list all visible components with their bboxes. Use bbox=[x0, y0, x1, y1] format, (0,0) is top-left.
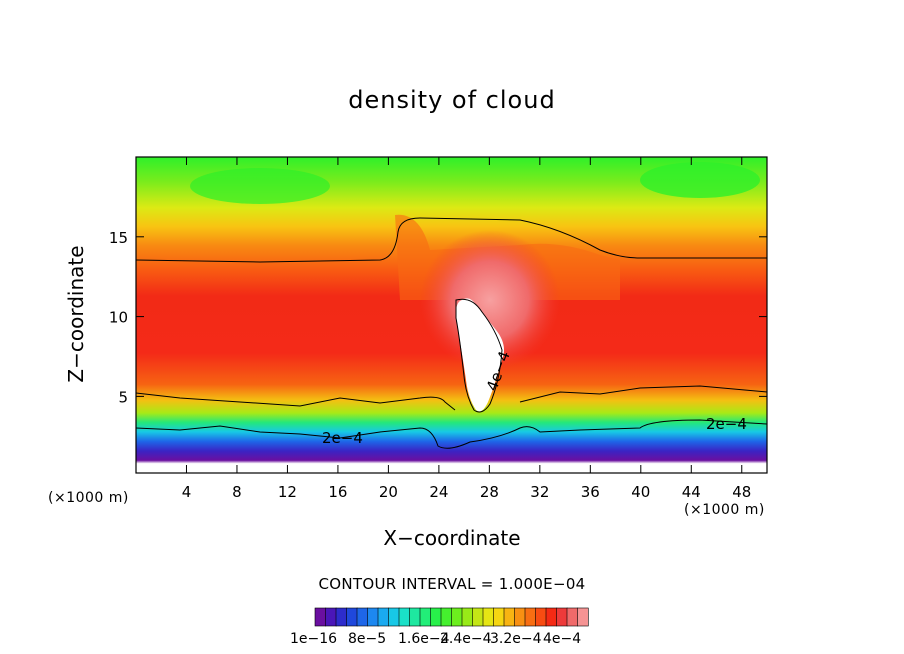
x-axis-label: X−coordinate bbox=[383, 526, 521, 550]
colorbar-swatch bbox=[472, 607, 484, 627]
contour-interval-text: CONTOUR INTERVAL = 1.000E−04 bbox=[318, 575, 586, 593]
colorbar-swatch bbox=[314, 607, 327, 627]
colorbar-tick-label: 8e−5 bbox=[348, 631, 387, 647]
colorbar-swatch bbox=[535, 607, 547, 627]
x-tick-label: 40 bbox=[631, 483, 650, 501]
contour-lines bbox=[135, 217, 768, 449]
y-axis: 5 10 15 bbox=[109, 229, 767, 406]
colorbar-swatch bbox=[566, 607, 579, 627]
colorbar-swatch bbox=[556, 607, 568, 627]
colorbar-swatch bbox=[451, 607, 463, 627]
colorbar-swatch bbox=[493, 607, 505, 627]
colorbar-swatch bbox=[461, 607, 474, 627]
x-tick-label: 28 bbox=[480, 483, 499, 501]
colorbar-tick-label: 3.2e−4 bbox=[490, 631, 542, 647]
colorbar-swatch bbox=[325, 607, 337, 627]
x-tick-label: 20 bbox=[379, 483, 398, 501]
colorbar-swatch bbox=[409, 607, 421, 627]
colorbar-swatch bbox=[377, 607, 390, 627]
colorbar-swatch bbox=[419, 607, 432, 627]
x-tick-label: 8 bbox=[232, 483, 242, 501]
colorbar-swatch bbox=[440, 607, 453, 627]
colorbar-swatch bbox=[514, 607, 526, 627]
colorbar-tick-label: 1.6e−4 bbox=[398, 631, 450, 647]
contour-label-2e-4-right: 2e−4 bbox=[706, 415, 747, 433]
colorbar-tick-label: 4e−4 bbox=[543, 631, 582, 647]
colorbar-swatch bbox=[577, 607, 589, 627]
x-tick-label: 12 bbox=[278, 483, 297, 501]
colorbar-swatch bbox=[367, 607, 379, 627]
plot-frame bbox=[135, 156, 768, 474]
x-tick-label: 44 bbox=[682, 483, 701, 501]
x-tick-label: 24 bbox=[429, 483, 448, 501]
colorbar-swatch bbox=[545, 607, 558, 627]
colorbar-swatch bbox=[524, 607, 537, 627]
y-tick-label: 10 bbox=[109, 309, 128, 327]
colorbar bbox=[314, 607, 589, 627]
chart-title: density of cloud bbox=[348, 86, 556, 114]
colorbar-swatch bbox=[482, 607, 495, 627]
colorbar-swatch bbox=[335, 607, 348, 627]
x-unit-label-right: (×1000 m) bbox=[684, 502, 765, 518]
x-tick-label: 16 bbox=[328, 483, 347, 501]
x-tick-label: 36 bbox=[581, 483, 600, 501]
colorbar-swatch bbox=[388, 607, 400, 627]
y-axis-label: Z−coordinate bbox=[64, 245, 88, 383]
colorbar-swatch bbox=[430, 607, 442, 627]
y-tick-label: 15 bbox=[109, 229, 128, 247]
colorbar-swatch bbox=[356, 607, 369, 627]
x-tick-label: 32 bbox=[530, 483, 549, 501]
x-axis: 4 8 12 16 20 24 28 32 36 40 44 48 bbox=[182, 157, 751, 501]
contour-label-2e-4-left: 2e−4 bbox=[322, 429, 363, 447]
heatmap-field bbox=[136, 157, 767, 473]
x-tick-label: 48 bbox=[732, 483, 751, 501]
colorbar-tick-label: 2.4e−4 bbox=[440, 631, 492, 647]
colorbar-swatch bbox=[346, 607, 358, 627]
colorbar-swatch bbox=[398, 607, 411, 627]
colorbar-tick-label: 1e−16 bbox=[290, 631, 338, 647]
x-unit-label-left: (×1000 m) bbox=[48, 490, 129, 506]
x-tick-label: 4 bbox=[182, 483, 192, 501]
colorbar-swatch bbox=[503, 607, 516, 627]
y-tick-label: 5 bbox=[118, 388, 128, 406]
